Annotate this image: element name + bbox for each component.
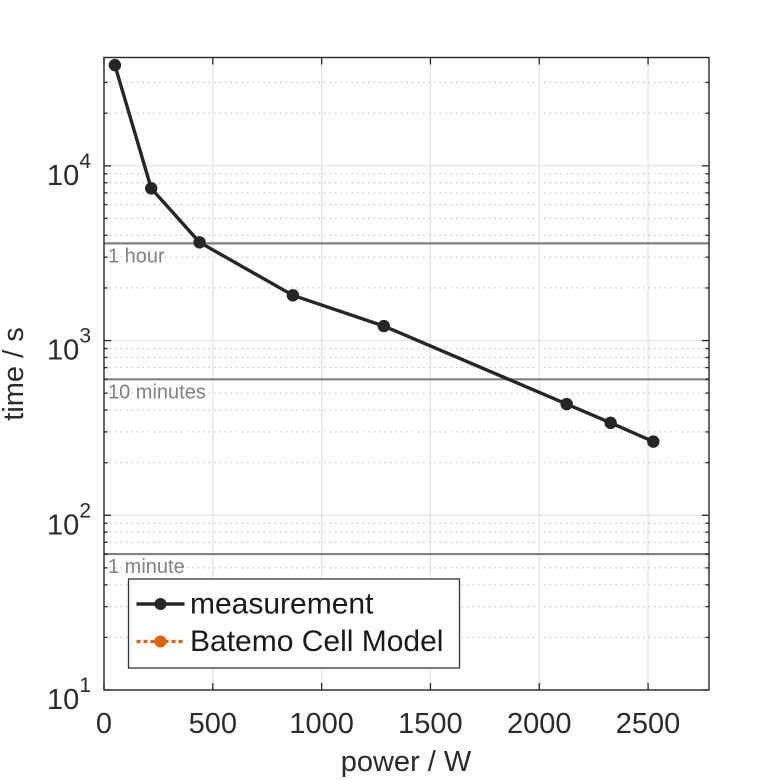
axis-titles-layer: power / W time / s [0,327,472,778]
legend-sample-marker [154,635,167,648]
data-point-marker [193,236,206,249]
plot-border [103,56,710,691]
legend-entry-label: measurement [190,588,374,621]
x-tick-label: 2500 [616,708,681,740]
y-axis-title: time / s [0,327,30,420]
data-point-marker [108,58,122,72]
data-point-marker [560,397,573,411]
data-point-marker [145,182,158,195]
data-point-marker [286,289,300,302]
series-layer [108,58,660,448]
reference-lines-layer: 1 hour 10 minutes 1 minute [104,242,709,578]
x-tick-label: 500 [189,708,237,740]
x-tick-label: 1500 [398,708,463,740]
y-tick-label: 101 [47,674,91,716]
reference-line-label: 1 hour [108,245,165,267]
reference-line-label: 1 minute [108,556,185,578]
x-axis-title: power / W [341,746,472,778]
axes-layer: 0 500 1000 1500 2000 2500 101 102 103 104 [47,56,710,740]
x-tick-label: 0 [96,708,112,740]
data-point-marker [647,435,660,448]
reference-line-label: 10 minutes [108,381,206,403]
legend: measurement Batemo Cell Model [127,578,461,669]
y-tick-label: 103 [47,325,91,367]
x-tick-label: 2000 [507,708,572,740]
data-point-marker [604,416,617,430]
legend-sample-marker [154,598,167,610]
legend-entry-label: Batemo Cell Model [190,625,443,658]
data-point-marker [377,319,391,333]
y-tick-label: 104 [47,150,91,192]
measurement-line [113,64,654,444]
legend-box [127,578,461,669]
x-tick-label: 1000 [289,708,354,740]
y-tick-label: 102 [47,499,91,541]
